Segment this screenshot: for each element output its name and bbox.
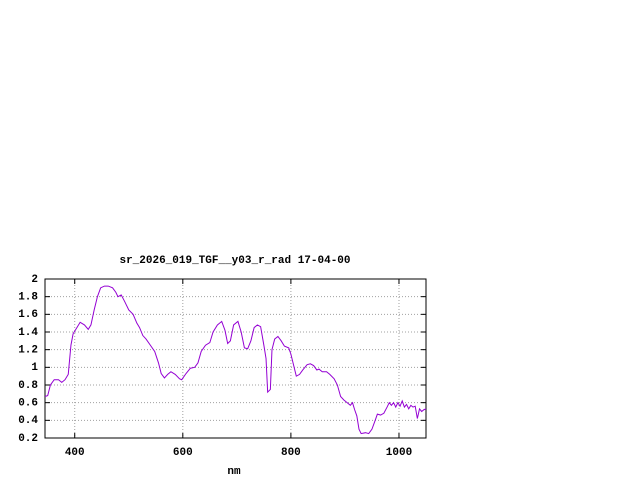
x-axis-label: nm xyxy=(227,466,241,478)
y-tick-label: 1.8 xyxy=(18,292,38,304)
y-tick-label: 0.6 xyxy=(18,398,38,410)
x-tick-label: 600 xyxy=(173,447,193,459)
y-tick-label: 0.4 xyxy=(18,415,38,427)
y-tick-label: 1 xyxy=(31,362,38,374)
y-tick-label: 1.4 xyxy=(18,327,38,339)
chart-title: sr_2026_019_TGF__y03_r_rad 17-04-00 xyxy=(119,255,350,267)
plot-frame xyxy=(44,278,427,439)
y-tick-label: 1.6 xyxy=(18,309,38,321)
y-tick-label: 0.2 xyxy=(18,433,38,445)
x-tick-label: 1000 xyxy=(386,447,412,459)
y-tick-label: 1.2 xyxy=(18,345,38,357)
x-tick-label: 800 xyxy=(281,447,301,459)
y-tick-label: 2 xyxy=(31,274,38,286)
y-tick-label: 0.8 xyxy=(18,380,38,392)
data-line xyxy=(44,285,427,435)
x-tick-label: 400 xyxy=(65,447,85,459)
